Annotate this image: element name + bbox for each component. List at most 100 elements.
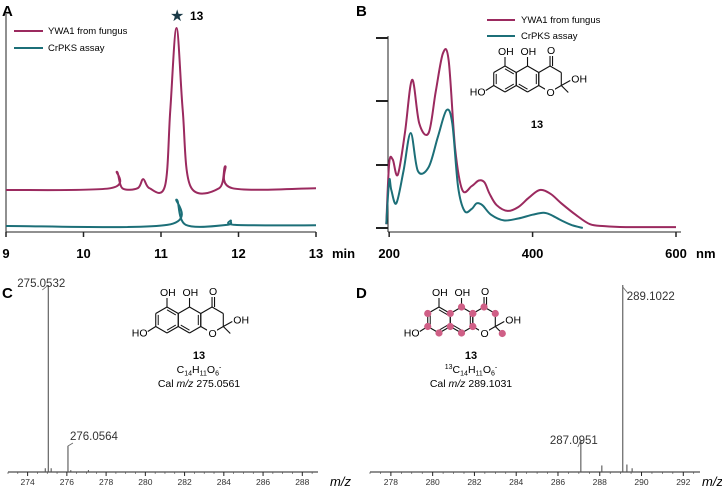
- x-tick-label: 290: [634, 477, 648, 487]
- x-tick-label: 282: [467, 477, 481, 487]
- x-tick-label: 284: [509, 477, 523, 487]
- oh-bond: [147, 326, 157, 332]
- double-bond: [518, 83, 528, 90]
- x-tick-label: 278: [99, 477, 113, 487]
- bond: [177, 326, 190, 334]
- hydroxyl-label: OH: [571, 74, 587, 86]
- x-tick-label: 288: [295, 477, 309, 487]
- bond: [527, 85, 540, 93]
- molecule-d-formula: 13C14H11O6-: [445, 364, 498, 378]
- molecule-d-cal: Cal m/z 289.1031: [430, 378, 512, 390]
- bond: [504, 65, 517, 73]
- double-bond: [452, 324, 462, 331]
- molecule-d-label: 13: [465, 350, 477, 362]
- bond: [200, 306, 213, 314]
- panel-b-x-unit: nm: [696, 246, 716, 261]
- bond: [177, 306, 190, 314]
- peak-leader: [622, 286, 629, 294]
- bond: [504, 85, 517, 93]
- bond: [189, 306, 202, 314]
- oxygen-label: O: [481, 286, 489, 298]
- ring-oxygen-mask: [479, 328, 490, 338]
- panel-b: B 200 400 600 nm YWA1 from fungus CrPKS as…: [356, 3, 716, 261]
- panel-a-label: A: [2, 3, 13, 20]
- hydroxyl-label: OH: [432, 287, 448, 299]
- molecule-c-formula: C14H11O6-: [177, 364, 222, 378]
- hydroxyl-label: OH: [521, 46, 537, 58]
- hydroxyl-label: OH: [455, 287, 471, 299]
- panel-b-label: B: [356, 3, 367, 20]
- panel-c: C 274 276 278 280 282 284 286 288 275.0532 276.0…: [2, 278, 351, 489]
- hydroxyl-label: OH: [505, 315, 521, 327]
- ring-oxygen-label: O: [481, 328, 489, 340]
- panel-c-peaks: 275.0532 276.0564: [17, 278, 119, 472]
- series-line-crpks: [385, 108, 584, 229]
- labeled-carbon-dot: [457, 303, 466, 311]
- double-bond: [504, 83, 515, 90]
- bond: [166, 326, 179, 334]
- x-tick-label: 12: [231, 246, 245, 261]
- panel-c-x-ticks: 274 276 278 280 282 284 286 288: [7, 472, 313, 487]
- x-tick-label: 280: [138, 477, 152, 487]
- oxygen-label: O: [547, 45, 555, 57]
- hydroxyl-label: HO: [132, 328, 148, 340]
- legend-a-crpks: CrPKS assay: [48, 43, 105, 54]
- x-tick-label: 11: [154, 246, 168, 261]
- legend-a-ywa1: YWA1 from fungus: [48, 26, 128, 37]
- molecule-13-structure-c: O O OH OH OH HO: [132, 286, 249, 340]
- labeled-carbon-dot: [446, 322, 454, 331]
- panel-a-x-ticks: 9 10 11 12 13: [2, 232, 323, 261]
- ring-oxygen-label: O: [209, 328, 217, 340]
- panel-d: D 278 280 282 284 286 288 290 292 289.1022 287.0…: [356, 285, 722, 489]
- oh-bond: [495, 321, 505, 327]
- x-tick-label: 292: [676, 477, 690, 487]
- panel-d-peaks: 289.1022 287.0951: [550, 285, 675, 472]
- hydroxyl-label: HO: [470, 87, 486, 99]
- labeled-carbon-dot: [424, 322, 432, 331]
- labeled-carbon-dot: [424, 309, 432, 318]
- star-icon: ★: [170, 8, 184, 25]
- x-tick-label: 276: [60, 477, 74, 487]
- double-bond: [180, 324, 190, 331]
- series-line-ywa1: [385, 48, 677, 229]
- double-bond: [166, 309, 177, 316]
- labeled-carbon-dot: [498, 329, 506, 338]
- series-line-ywa1: [5, 27, 317, 195]
- panel-a-series: [5, 27, 317, 229]
- x-tick-label: 274: [21, 477, 35, 487]
- bond: [493, 65, 506, 73]
- bond: [166, 306, 179, 314]
- labeled-carbon-dot: [435, 329, 443, 337]
- double-bond: [438, 309, 449, 316]
- x-tick-label: 288: [593, 477, 607, 487]
- hydroxyl-label: OH: [498, 46, 514, 58]
- bond: [493, 85, 506, 93]
- peak-label-13: 13: [190, 9, 204, 23]
- molecule-c-cal: Cal m/z 275.0561: [158, 378, 240, 390]
- panel-d-x-unit: m/z: [702, 474, 722, 489]
- legend-b-ywa1: YWA1 from fungus: [521, 15, 601, 26]
- bond: [527, 65, 540, 73]
- hydroxyl-label: OH: [160, 287, 176, 299]
- x-tick-label: 280: [426, 477, 440, 487]
- bond: [515, 65, 528, 73]
- panel-d-x-ticks: 278 280 282 284 286 288 290 292: [369, 472, 695, 487]
- x-tick-label: 282: [177, 477, 191, 487]
- bond: [538, 65, 551, 73]
- labeled-carbon-dot: [480, 303, 488, 311]
- peak-label: 275.0532: [17, 278, 65, 290]
- panel-c-x-unit: m/z: [330, 474, 351, 489]
- molecule-13-labeled-structure: O O OH OH OH HO: [404, 286, 521, 340]
- peak-leader: [67, 442, 74, 447]
- panel-d-label: D: [356, 285, 367, 302]
- labeled-carbon-dot: [446, 309, 454, 318]
- peak-label: 276.0564: [70, 431, 119, 443]
- x-tick-label: 13: [309, 246, 323, 261]
- double-bond: [438, 324, 449, 331]
- double-bond: [166, 324, 177, 331]
- molecule-b-label: 13: [531, 119, 543, 131]
- hydroxyl-label: HO: [404, 328, 420, 340]
- labeled-carbon-dot: [469, 322, 477, 331]
- peak-leader: [577, 439, 582, 448]
- x-tick-label: 278: [384, 477, 398, 487]
